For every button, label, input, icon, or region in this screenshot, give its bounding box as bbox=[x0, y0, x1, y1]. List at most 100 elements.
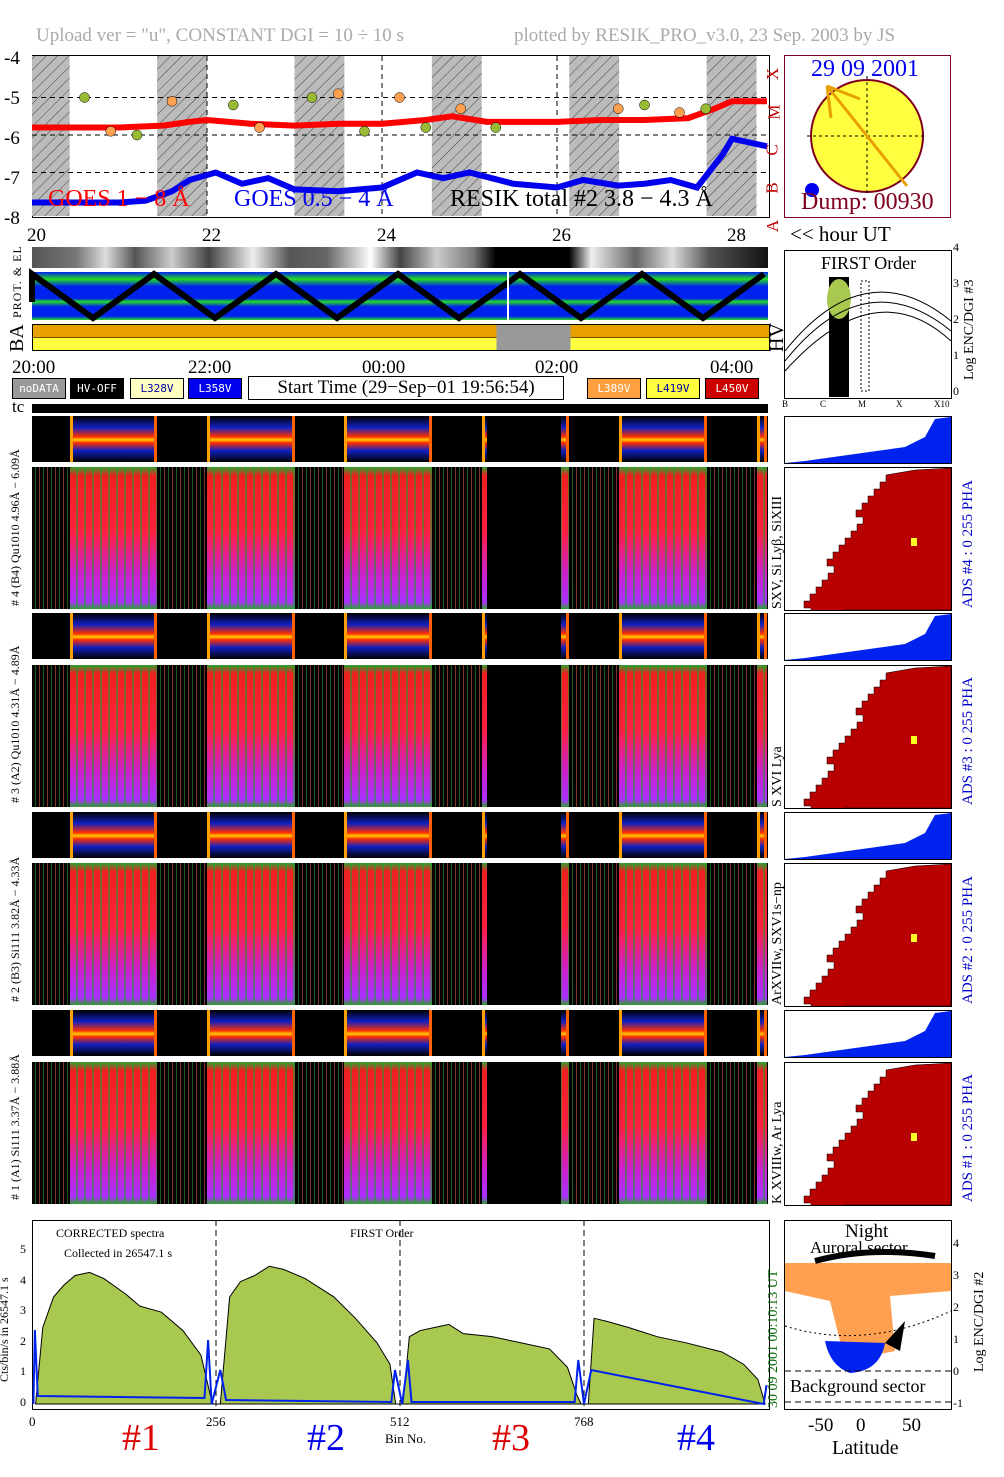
latitude-ytick: 3 bbox=[953, 1268, 959, 1282]
data-gap bbox=[487, 613, 562, 659]
goes-xtick: 24 bbox=[377, 225, 396, 246]
goes-series-2 bbox=[32, 135, 768, 206]
data-gap bbox=[487, 863, 562, 1005]
spectrogram-night-segment bbox=[569, 467, 620, 609]
resik-point bbox=[333, 88, 344, 99]
detector-spectrogram bbox=[32, 863, 768, 1005]
time-label: 02:00 bbox=[535, 357, 579, 378]
spectrogram-day-segment bbox=[344, 467, 432, 609]
latitude-xlabel: Latitude bbox=[832, 1437, 899, 1459]
pha-day-segment bbox=[69, 1010, 158, 1056]
first-order-plot: FIRST Order bbox=[784, 250, 952, 399]
spectrogram-day-segment bbox=[69, 467, 158, 609]
goes-series-1 bbox=[32, 98, 767, 131]
spectrum-histogram-shape bbox=[803, 1063, 951, 1205]
spectrogram-day-segment bbox=[619, 665, 707, 807]
spectrogram-day-segment bbox=[69, 1062, 158, 1204]
spectrum-datetime: 30 09 2001 00:10:13 UT bbox=[766, 1269, 781, 1408]
pha-histogram-shape bbox=[785, 417, 951, 463]
prot-el-map bbox=[29, 268, 768, 322]
dump-number: Dump: 00930 bbox=[801, 189, 934, 215]
spectrum-ytick: 5 bbox=[20, 1242, 26, 1256]
spectrogram-night-segment bbox=[431, 467, 482, 609]
ads-label: ADS #2 : 0 255 PHA bbox=[960, 876, 976, 1004]
eclipse-band bbox=[32, 56, 70, 216]
pha-histogram bbox=[784, 1010, 952, 1058]
time-label: 00:00 bbox=[362, 357, 406, 378]
resik-point bbox=[306, 92, 318, 103]
first-order-xtick: X bbox=[896, 399, 903, 409]
detector-label: # 1 (A1) Si111 3.37Å − 3.88Å bbox=[8, 1054, 22, 1200]
data-gap bbox=[487, 1010, 562, 1056]
spectrogram-night-segment bbox=[32, 863, 70, 1005]
spectrogram-day-segment bbox=[756, 863, 767, 1005]
pha-strip bbox=[32, 812, 768, 858]
goes-chart bbox=[32, 56, 768, 216]
particle-flux-strip bbox=[32, 247, 768, 268]
prot-el-label: PROT. & EL bbox=[10, 245, 24, 318]
pha-day-segment bbox=[344, 1010, 432, 1056]
legend-l358v: L358V bbox=[188, 378, 242, 399]
spectrogram-night-segment bbox=[569, 863, 620, 1005]
pha-day-segment bbox=[207, 1010, 295, 1056]
spectrogram-day-segment bbox=[756, 1062, 767, 1204]
pha-day-segment bbox=[756, 613, 767, 659]
spectrum-note-first-order: FIRST Order bbox=[350, 1226, 414, 1240]
ads-label: ADS #1 : 0 255 PHA bbox=[960, 1074, 976, 1202]
pha-day-segment bbox=[69, 613, 158, 659]
sun-disk-icon bbox=[805, 76, 927, 197]
goes-ytick: -4 bbox=[4, 48, 20, 69]
pha-strip bbox=[32, 613, 768, 659]
spectrum-ytick: 3 bbox=[20, 1303, 26, 1318]
detector-label: # 2 (B3) Si111 3.82Å − 4.33Å bbox=[8, 856, 22, 1002]
spectrogram-day-segment bbox=[207, 467, 295, 609]
detector-label: # 4 (B4) Qu1010 4.96Å − 6.09Å bbox=[8, 449, 22, 606]
resik-point bbox=[420, 122, 431, 133]
resik-point bbox=[105, 126, 116, 137]
lat-background: Background sector bbox=[790, 1376, 926, 1396]
resik-point bbox=[455, 103, 466, 114]
goes-xtick: 28 bbox=[727, 225, 746, 246]
pha-histogram-shape bbox=[785, 813, 951, 859]
spectrogram-day-segment bbox=[344, 1062, 432, 1204]
time-label: 20:00 bbox=[12, 357, 56, 378]
spectrum-histogram bbox=[784, 467, 952, 611]
legend-goes-long: GOES 1 − 8 Å bbox=[48, 186, 190, 212]
pha-day-segment bbox=[344, 613, 432, 659]
latitude-ylabel: Log ENC/DGI #2 bbox=[972, 1271, 987, 1372]
legend-l419v: L419V bbox=[646, 378, 700, 399]
eclipse-band bbox=[431, 56, 482, 216]
pha-day-segment bbox=[344, 812, 432, 858]
resik-point bbox=[131, 129, 143, 141]
bin-no-label: Bin No. bbox=[385, 1431, 427, 1446]
latitude-xtick: 0 bbox=[856, 1415, 866, 1436]
spectrogram-night-segment bbox=[431, 1062, 482, 1204]
spectrogram-day-segment bbox=[344, 665, 432, 807]
lat-night: Night bbox=[845, 1221, 889, 1242]
first-order-title: FIRST Order bbox=[821, 253, 917, 273]
data-gap bbox=[487, 416, 562, 462]
spectrogram-night-segment bbox=[706, 665, 757, 807]
first-order-scatter bbox=[785, 277, 951, 397]
spectrum-ylabel: Cts/bin/s in 26547.1 s bbox=[0, 1277, 11, 1382]
ba-label: BA bbox=[6, 324, 28, 352]
pha-day-segment bbox=[69, 416, 158, 462]
goes-class-letter: B bbox=[762, 182, 782, 194]
sun-date: 29 09 2001 bbox=[811, 56, 919, 82]
spectrogram-night-segment bbox=[157, 467, 207, 609]
spectrogram-day-segment bbox=[207, 1062, 295, 1204]
resik-point bbox=[639, 99, 650, 111]
spectrum-xtick: 768 bbox=[574, 1414, 594, 1429]
spectrum-ytick: 2 bbox=[20, 1333, 26, 1348]
spectrum-histogram bbox=[784, 665, 952, 809]
legend-l389v: L389V bbox=[587, 378, 641, 399]
spectrum-histogram bbox=[784, 863, 952, 1007]
legend-l450v: L450V bbox=[705, 378, 759, 399]
spectrum-ytick: 0 bbox=[20, 1395, 26, 1409]
first-order-ytick: 2 bbox=[953, 312, 959, 326]
detector-spectrogram bbox=[32, 467, 768, 609]
resik-point bbox=[700, 103, 711, 114]
resik-point bbox=[490, 122, 501, 133]
tc-bar bbox=[32, 404, 768, 413]
pha-day-segment bbox=[207, 812, 295, 858]
